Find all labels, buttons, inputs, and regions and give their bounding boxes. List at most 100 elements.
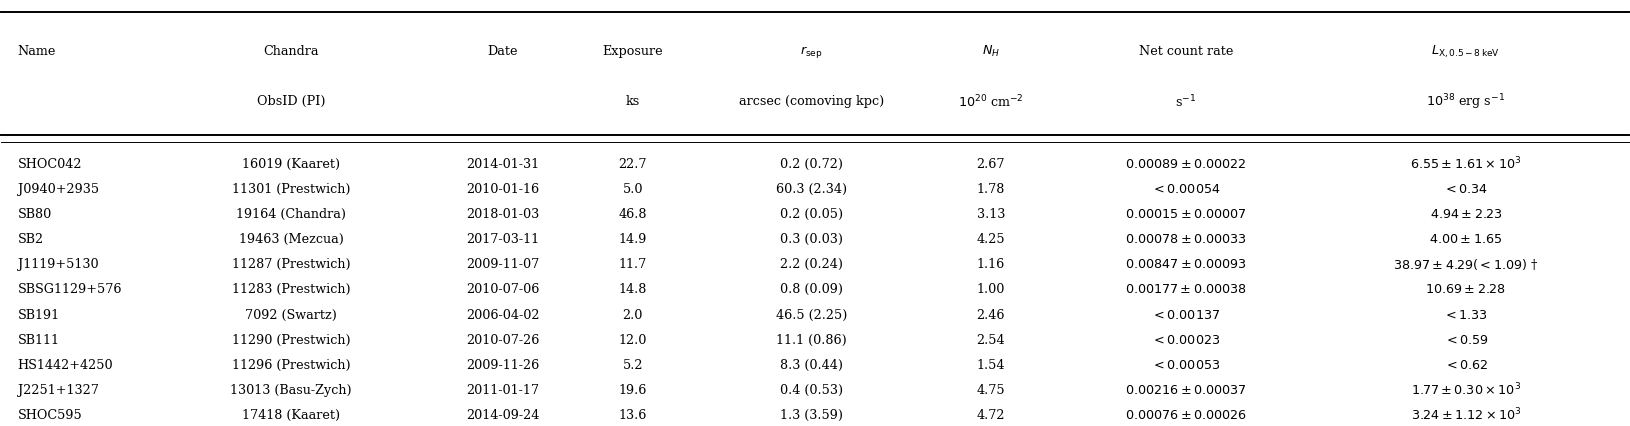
Text: 2010-01-16: 2010-01-16 <box>466 183 540 196</box>
Text: 2009-11-07: 2009-11-07 <box>466 258 540 271</box>
Text: $0.00078 \pm 0.00033$: $0.00078 \pm 0.00033$ <box>1125 233 1247 246</box>
Text: 16019 (Kaaret): 16019 (Kaaret) <box>241 158 341 171</box>
Text: $< 0.34$: $< 0.34$ <box>1443 183 1488 196</box>
Text: 2014-01-31: 2014-01-31 <box>466 158 540 171</box>
Text: 13013 (Basu-Zych): 13013 (Basu-Zych) <box>230 384 352 397</box>
Text: $10^{38}$ erg s$^{-1}$: $10^{38}$ erg s$^{-1}$ <box>1426 92 1506 112</box>
Text: SB2: SB2 <box>18 233 44 246</box>
Text: 1.78: 1.78 <box>976 183 1006 196</box>
Text: $4.94 \pm 2.23$: $4.94 \pm 2.23$ <box>1430 208 1503 221</box>
Text: 2006-04-02: 2006-04-02 <box>466 308 540 322</box>
Text: J0940+2935: J0940+2935 <box>18 183 99 196</box>
Text: $L_{\rm X,0.5-8\,keV}$: $L_{\rm X,0.5-8\,keV}$ <box>1431 43 1500 60</box>
Text: $< 1.33$: $< 1.33$ <box>1444 308 1488 322</box>
Text: $10.69 \pm 2.28$: $10.69 \pm 2.28$ <box>1426 283 1506 296</box>
Text: $< 0.59$: $< 0.59$ <box>1444 334 1488 347</box>
Text: 2.0: 2.0 <box>623 308 642 322</box>
Text: HS1442+4250: HS1442+4250 <box>18 359 114 372</box>
Text: $0.00216 \pm 0.00037$: $0.00216 \pm 0.00037$ <box>1125 384 1247 397</box>
Text: 11296 (Prestwich): 11296 (Prestwich) <box>231 359 350 372</box>
Text: 1.54: 1.54 <box>976 359 1006 372</box>
Text: $10^{20}$ cm$^{-2}$: $10^{20}$ cm$^{-2}$ <box>958 93 1024 110</box>
Text: J2251+1327: J2251+1327 <box>18 384 98 397</box>
Text: Date: Date <box>487 45 518 58</box>
Text: 46.5 (2.25): 46.5 (2.25) <box>776 308 848 322</box>
Text: 2010-07-26: 2010-07-26 <box>466 334 540 347</box>
Text: 2011-01-17: 2011-01-17 <box>466 384 540 397</box>
Text: $38.97 \pm 4.29(< 1.09)$ †: $38.97 \pm 4.29(< 1.09)$ † <box>1394 257 1539 272</box>
Text: $< 0.00053$: $< 0.00053$ <box>1151 359 1221 372</box>
Text: 11301 (Prestwich): 11301 (Prestwich) <box>231 183 350 196</box>
Text: SB111: SB111 <box>18 334 60 347</box>
Text: 4.75: 4.75 <box>976 384 1006 397</box>
Text: 19164 (Chandra): 19164 (Chandra) <box>236 208 346 221</box>
Text: $< 0.00023$: $< 0.00023$ <box>1151 334 1221 347</box>
Text: 8.3 (0.44): 8.3 (0.44) <box>781 359 843 372</box>
Text: 2017-03-11: 2017-03-11 <box>466 233 540 246</box>
Text: 5.2: 5.2 <box>623 359 642 372</box>
Text: 1.00: 1.00 <box>976 283 1006 296</box>
Text: $6.55 \pm 1.61 \times 10^3$: $6.55 \pm 1.61 \times 10^3$ <box>1410 156 1521 173</box>
Text: 11.7: 11.7 <box>619 258 647 271</box>
Text: $4.00 \pm 1.65$: $4.00 \pm 1.65$ <box>1430 233 1503 246</box>
Text: $r_{\rm sep}$: $r_{\rm sep}$ <box>800 43 823 60</box>
Text: 4.72: 4.72 <box>976 409 1006 422</box>
Text: 46.8: 46.8 <box>618 208 647 221</box>
Text: 0.2 (0.05): 0.2 (0.05) <box>781 208 843 221</box>
Text: 60.3 (2.34): 60.3 (2.34) <box>776 183 848 196</box>
Text: 17418 (Kaaret): 17418 (Kaaret) <box>241 409 341 422</box>
Text: $N_H$: $N_H$ <box>981 44 999 59</box>
Text: 5.0: 5.0 <box>623 183 642 196</box>
Text: $3.24 \pm 1.12 \times 10^3$: $3.24 \pm 1.12 \times 10^3$ <box>1410 407 1521 424</box>
Text: ks: ks <box>626 95 641 108</box>
Text: 3.13: 3.13 <box>976 208 1006 221</box>
Text: SB191: SB191 <box>18 308 60 322</box>
Text: 2.46: 2.46 <box>976 308 1006 322</box>
Text: 11283 (Prestwich): 11283 (Prestwich) <box>231 283 350 296</box>
Text: ObsID (PI): ObsID (PI) <box>258 95 326 108</box>
Text: 2014-09-24: 2014-09-24 <box>466 409 540 422</box>
Text: $0.00177 \pm 0.00038$: $0.00177 \pm 0.00038$ <box>1125 283 1247 296</box>
Text: 19463 (Mezcua): 19463 (Mezcua) <box>238 233 344 246</box>
Text: SB80: SB80 <box>18 208 52 221</box>
Text: 11.1 (0.86): 11.1 (0.86) <box>776 334 848 347</box>
Text: 1.3 (3.59): 1.3 (3.59) <box>781 409 843 422</box>
Text: 2010-07-06: 2010-07-06 <box>466 283 540 296</box>
Text: $< 0.62$: $< 0.62$ <box>1444 359 1488 372</box>
Text: 14.8: 14.8 <box>618 283 647 296</box>
Text: $< 0.00137$: $< 0.00137$ <box>1151 308 1221 322</box>
Text: 2.54: 2.54 <box>976 334 1006 347</box>
Text: SBSG1129+576: SBSG1129+576 <box>18 283 122 296</box>
Text: 22.7: 22.7 <box>618 158 647 171</box>
Text: 19.6: 19.6 <box>618 384 647 397</box>
Text: Chandra: Chandra <box>264 45 319 58</box>
Text: 12.0: 12.0 <box>618 334 647 347</box>
Text: Name: Name <box>18 45 55 58</box>
Text: 0.4 (0.53): 0.4 (0.53) <box>781 384 843 397</box>
Text: 11290 (Prestwich): 11290 (Prestwich) <box>231 334 350 347</box>
Text: J1119+5130: J1119+5130 <box>18 258 98 271</box>
Text: $0.00847 \pm 0.00093$: $0.00847 \pm 0.00093$ <box>1125 258 1247 271</box>
Text: 0.3 (0.03): 0.3 (0.03) <box>781 233 843 246</box>
Text: 2.67: 2.67 <box>976 158 1006 171</box>
Text: 11287 (Prestwich): 11287 (Prestwich) <box>231 258 350 271</box>
Text: SHOC595: SHOC595 <box>18 409 83 422</box>
Text: SHOC042: SHOC042 <box>18 158 82 171</box>
Text: $1.77 \pm 0.30 \times 10^3$: $1.77 \pm 0.30 \times 10^3$ <box>1412 382 1521 399</box>
Text: Exposure: Exposure <box>603 45 663 58</box>
Text: $0.00076 \pm 0.00026$: $0.00076 \pm 0.00026$ <box>1125 409 1247 422</box>
Text: 7092 (Swartz): 7092 (Swartz) <box>244 308 337 322</box>
Text: $0.00015 \pm 0.00007$: $0.00015 \pm 0.00007$ <box>1125 208 1247 221</box>
Text: 4.25: 4.25 <box>976 233 1006 246</box>
Text: 2009-11-26: 2009-11-26 <box>466 359 540 372</box>
Text: 2018-01-03: 2018-01-03 <box>466 208 540 221</box>
Text: 1.16: 1.16 <box>976 258 1004 271</box>
Text: s$^{-1}$: s$^{-1}$ <box>1175 93 1196 110</box>
Text: 13.6: 13.6 <box>618 409 647 422</box>
Text: 0.8 (0.09): 0.8 (0.09) <box>781 283 843 296</box>
Text: $< 0.00054$: $< 0.00054$ <box>1151 183 1221 196</box>
Text: 0.2 (0.72): 0.2 (0.72) <box>781 158 843 171</box>
Text: 2.2 (0.24): 2.2 (0.24) <box>781 258 843 271</box>
Text: $0.00089 \pm 0.00022$: $0.00089 \pm 0.00022$ <box>1125 158 1247 171</box>
Text: arcsec (comoving kpc): arcsec (comoving kpc) <box>738 95 885 108</box>
